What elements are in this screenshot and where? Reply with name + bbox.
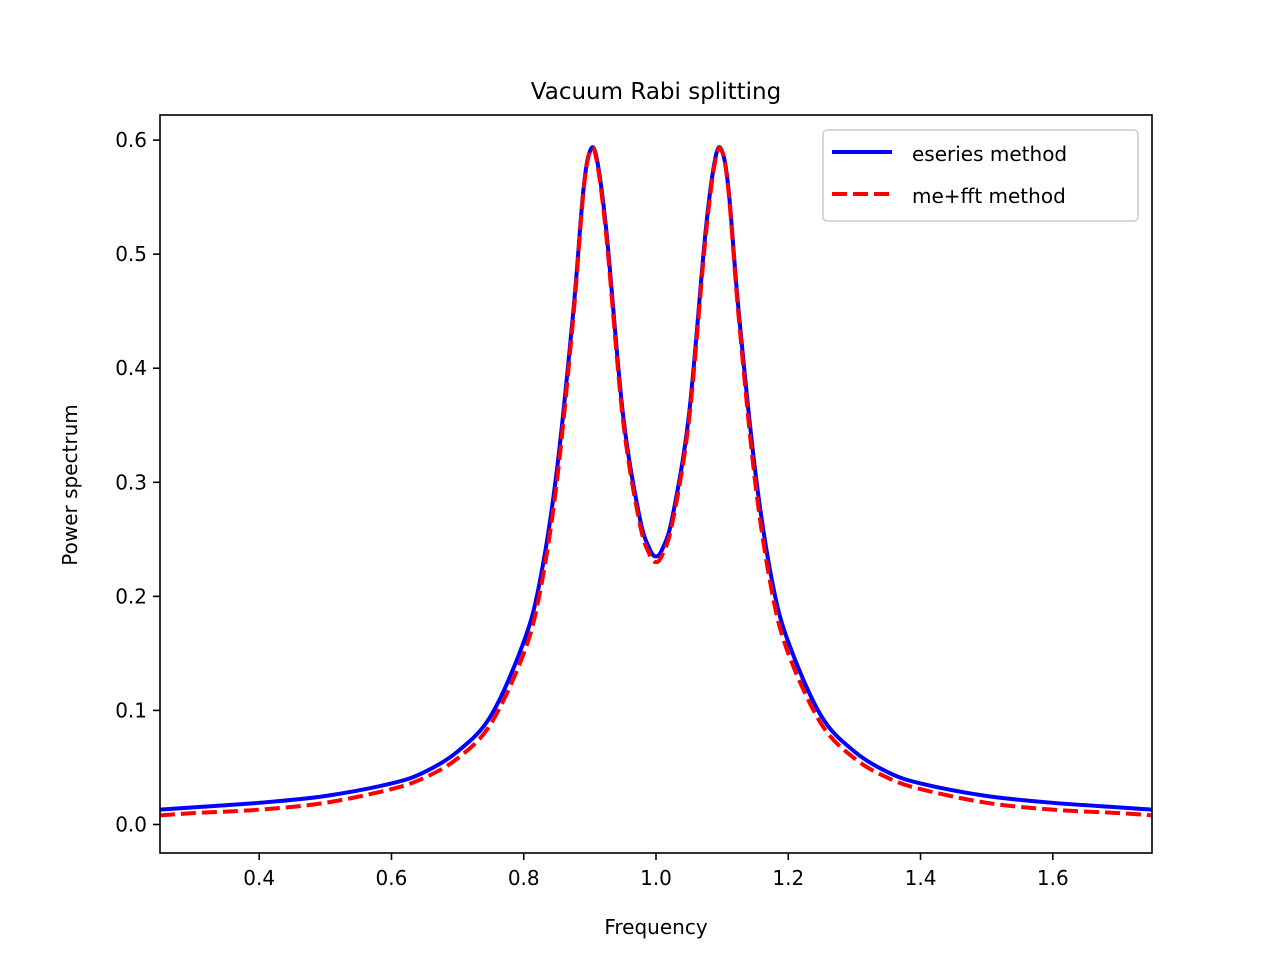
series-layer: [160, 145, 1152, 818]
legend-label-mefft: me+fft method: [912, 184, 1066, 208]
legend-frame: [822, 129, 1139, 222]
y-axis-label: Power spectrum: [58, 404, 82, 565]
x-axis-label: Frequency: [604, 915, 707, 939]
y-tick-label: 0.4: [115, 356, 147, 380]
x-tick-label: 1.2: [772, 866, 804, 890]
x-tick-label: 0.8: [508, 866, 540, 890]
series-line-mefft: [160, 145, 1152, 818]
x-tick-label: 0.4: [243, 866, 275, 890]
y-tick-label: 0.0: [115, 812, 147, 836]
chart-title: Vacuum Rabi splitting: [531, 79, 781, 105]
y-tick-label: 0.5: [115, 242, 147, 266]
y-tick-label: 0.6: [115, 128, 147, 152]
y-tick-label: 0.3: [115, 470, 147, 494]
x-tick-label: 1.0: [640, 866, 672, 890]
y-tick-label: 0.1: [115, 698, 147, 722]
x-tick-label: 1.6: [1037, 866, 1069, 890]
series-line-eseries: [160, 145, 1152, 812]
legend-label-eseries: eseries method: [912, 142, 1067, 166]
x-tick-label: 1.4: [905, 866, 937, 890]
x-axis: 0.4 0.6 0.8 1.0 1.2 1.4 1.6: [243, 853, 1069, 890]
x-tick-label: 0.6: [376, 866, 408, 890]
y-tick-label: 0.2: [115, 584, 147, 608]
y-axis: 0.0 0.1 0.2 0.3 0.4 0.5 0.6: [115, 128, 160, 836]
legend: eseries method me+fft method: [822, 129, 1139, 222]
